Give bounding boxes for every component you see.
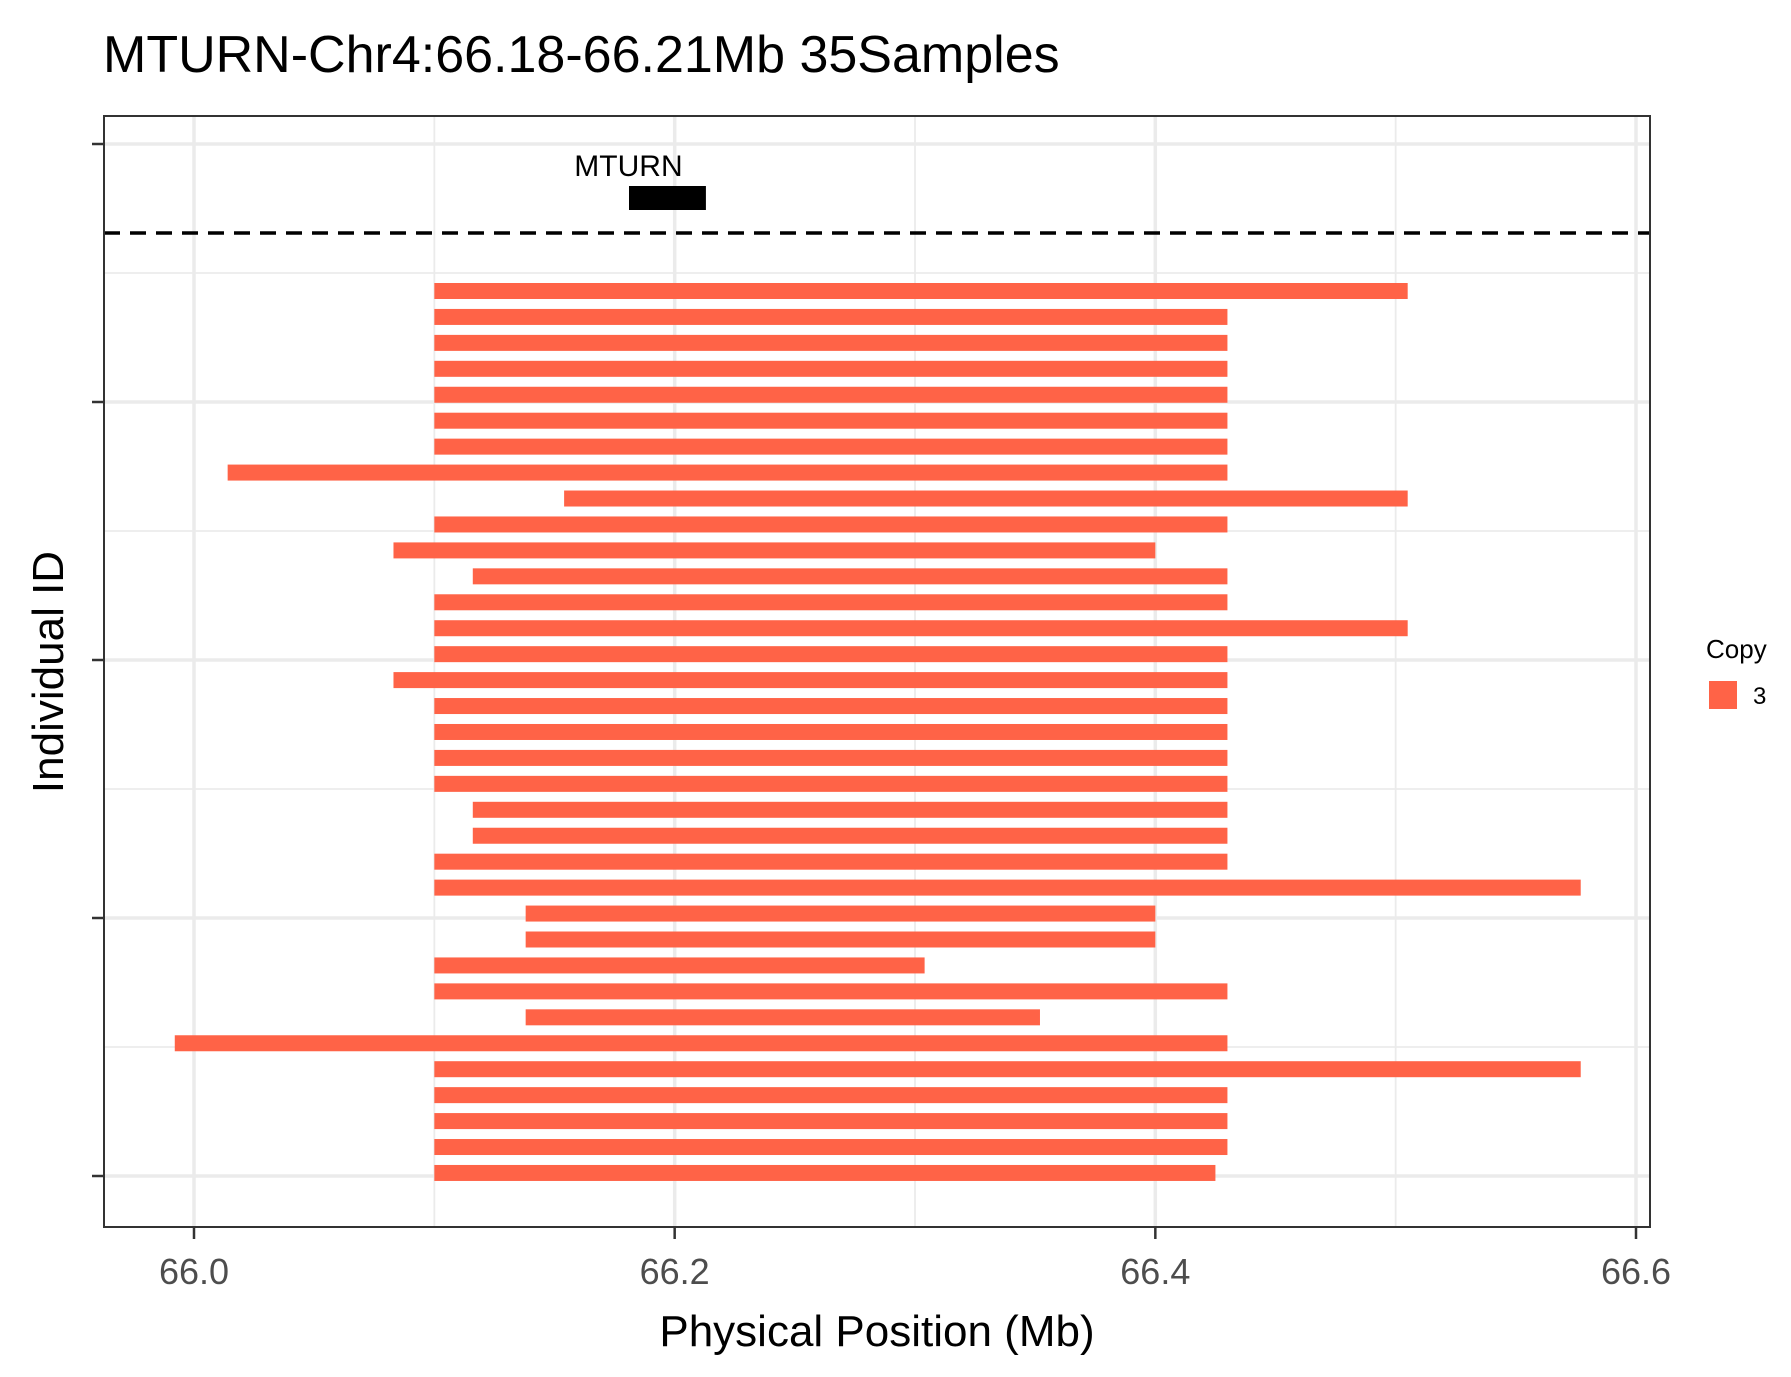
cnv-segment-bar [434, 438, 1228, 455]
cnv-segment-bar [434, 516, 1228, 533]
cnv-segment-bar [434, 879, 1581, 896]
axes: 66.0 66.2 66.4 66.6 [92, 142, 1671, 1292]
cnv-segment-bar [472, 801, 1228, 818]
x-tick-label: 66.4 [1120, 1251, 1190, 1292]
cnv-segment-bar [434, 698, 1228, 715]
cnv-segment-bar [434, 386, 1228, 403]
cnv-segment-bar [434, 1113, 1228, 1130]
cnv-segment-bar [434, 853, 1228, 870]
cnv-segment-bar [393, 672, 1228, 689]
cnv-segment-bar [564, 490, 1408, 507]
legend-title: Copy [1706, 634, 1767, 664]
y-axis-label: Individual ID [24, 551, 73, 793]
gene-label: MTURN [574, 150, 682, 183]
cnv-segment-bar [434, 308, 1228, 325]
cnv-segment-bar [434, 334, 1228, 351]
cnv-segment-bar [434, 646, 1228, 663]
cnv-segment-bar [434, 283, 1408, 299]
cnv-segment-bar [434, 620, 1408, 637]
segments [174, 283, 1581, 1181]
cnv-segment-bar [174, 1035, 1228, 1052]
cnv-segment-bar [525, 1009, 1040, 1026]
x-tick-label: 66.0 [159, 1251, 229, 1292]
chart-title: MTURN-Chr4:66.18-66.21Mb 35Samples [103, 26, 1060, 84]
x-tick-label: 66.2 [640, 1251, 710, 1292]
x-axis-label: Physical Position (Mb) [659, 1307, 1094, 1356]
gene-mturn-bar [629, 186, 706, 210]
gene-track: MTURN [104, 150, 1650, 235]
cnv-segment-bar [472, 568, 1228, 585]
cnv-segment-bar [393, 542, 1156, 559]
legend-key-3 [1709, 681, 1737, 709]
legend: Copy 3 [1706, 634, 1767, 710]
cnv-segment-bar [227, 464, 1228, 481]
cnv-segment-bar [434, 1087, 1228, 1104]
cnv-segment-bar [525, 905, 1156, 922]
legend-label-3: 3 [1753, 683, 1766, 710]
cnv-segment-bar [434, 1139, 1228, 1156]
cnv-segment-bar [434, 723, 1228, 740]
cnv-segment-bar [434, 360, 1228, 377]
cnv-segment-bar [434, 1164, 1216, 1181]
cnv-segment-bar [434, 983, 1228, 1000]
cnv-segment-bar [434, 412, 1228, 429]
cnv-segment-bar [434, 957, 925, 974]
cnv-segment-bar [434, 749, 1228, 766]
cnv-segment-bar [434, 1061, 1581, 1078]
cnv-segment-bar [525, 931, 1156, 948]
cnv-segment-bar [472, 827, 1228, 844]
cnv-segment-bar [434, 594, 1228, 611]
cnv-segment-bar [434, 775, 1228, 792]
x-tick-label: 66.6 [1601, 1251, 1671, 1292]
plot-panel-border [103, 115, 1651, 1228]
